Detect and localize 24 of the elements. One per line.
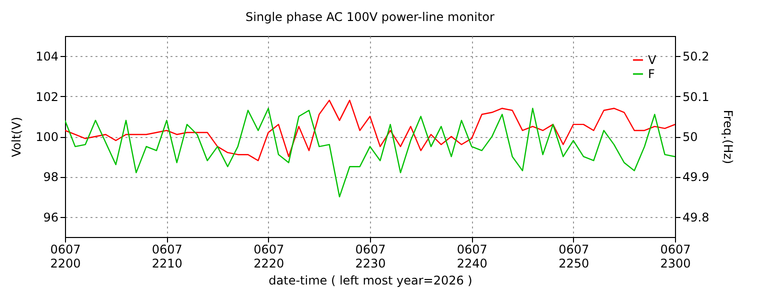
y2-tick-label: 50.1 bbox=[682, 90, 710, 104]
x-axis-title: date-time ( left most year=2026 ) bbox=[268, 274, 472, 288]
x-tick-label: 0607 2230 bbox=[355, 242, 386, 270]
legend-label: F bbox=[648, 67, 655, 81]
y-tick-label: 100 bbox=[36, 130, 58, 144]
line-series bbox=[65, 108, 675, 198]
chart-title: Single phase AC 100V power-line monitor bbox=[246, 10, 495, 24]
x-tick-label: 0607 2200 bbox=[50, 242, 81, 270]
y2-tick-label: 49.9 bbox=[682, 170, 710, 184]
x-tick-label: 0607 2250 bbox=[558, 242, 590, 270]
legend-label: V bbox=[648, 53, 657, 67]
y2-tick-label: 50 bbox=[682, 130, 698, 144]
y-tick-label: 96 bbox=[43, 210, 58, 224]
y-tick-label: 104 bbox=[36, 50, 58, 64]
y-axis-title: Volt(V) bbox=[10, 116, 24, 158]
y2-tick-label: 50.2 bbox=[682, 50, 710, 64]
y2-axis-title: Freq.(Hz) bbox=[721, 110, 736, 164]
line-series bbox=[65, 100, 675, 162]
x-tick-label: 0607 2210 bbox=[152, 242, 182, 270]
x-tick-label: 0607 2300 bbox=[660, 242, 691, 270]
y-tick-label: 98 bbox=[43, 170, 58, 184]
x-tick-label: 0607 2240 bbox=[456, 242, 488, 270]
y-tick-label: 102 bbox=[36, 90, 58, 104]
y2-tick-label: 49.8 bbox=[682, 210, 710, 224]
